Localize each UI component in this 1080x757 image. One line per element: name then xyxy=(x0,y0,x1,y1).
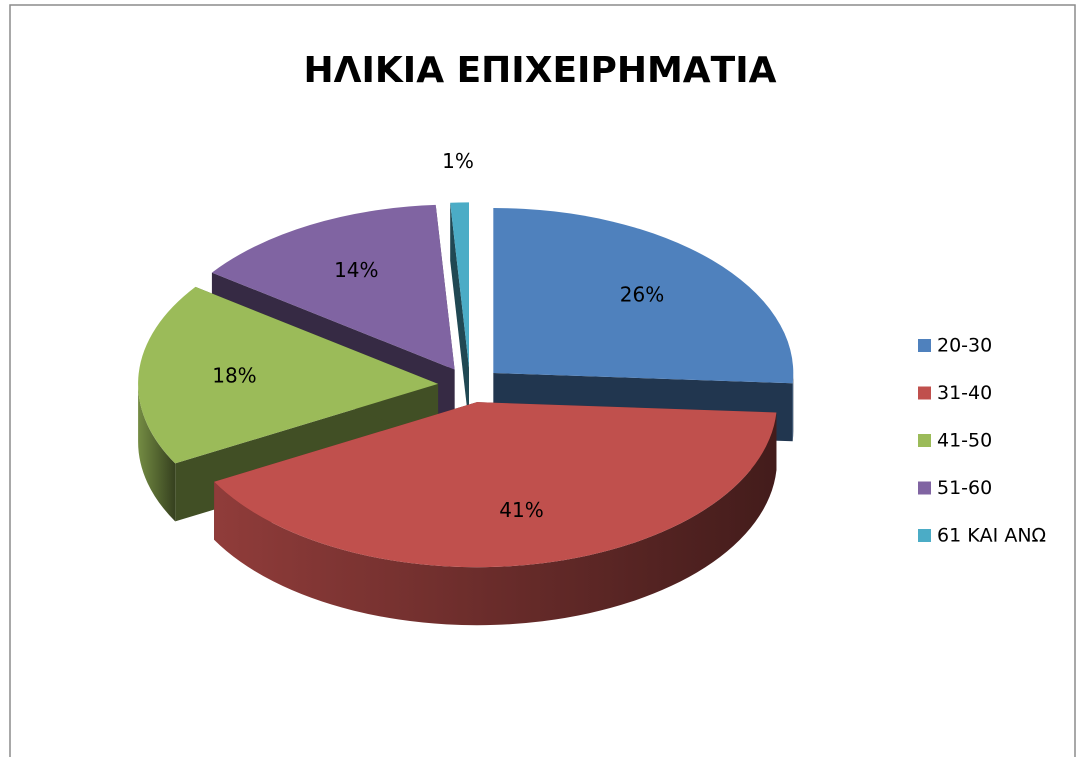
legend-label: 61 ΚΑΙ ΑΝΩ xyxy=(937,525,1046,547)
data-label: 26% xyxy=(620,283,664,307)
legend-label: 31-40 xyxy=(937,382,992,404)
slice-edge xyxy=(792,373,794,442)
chart-title: ΗΛΙΚΙΑ ΕΠΙΧΕΙΡΗΜΑΤΙΑ xyxy=(304,50,777,91)
legend-swatch xyxy=(918,339,931,352)
legend-label: 51-60 xyxy=(937,477,992,499)
slice xyxy=(450,202,469,368)
data-label: 1% xyxy=(442,149,474,173)
slice xyxy=(138,286,439,464)
legend-label: 20-30 xyxy=(937,335,992,357)
slice xyxy=(493,208,794,384)
legend-swatch xyxy=(918,481,931,495)
chart-frame xyxy=(9,4,1076,757)
slice xyxy=(214,402,777,568)
legend-label: 41-50 xyxy=(937,430,992,452)
data-label: 14% xyxy=(334,258,378,282)
slice-edge xyxy=(138,383,176,522)
legend-swatch xyxy=(918,434,931,447)
slice-edge xyxy=(214,412,777,626)
legend-swatch xyxy=(918,529,931,542)
slice xyxy=(211,204,455,370)
legend-swatch xyxy=(918,386,931,400)
data-label: 18% xyxy=(212,363,256,387)
slice-side xyxy=(450,202,469,426)
data-label: 41% xyxy=(499,498,543,522)
